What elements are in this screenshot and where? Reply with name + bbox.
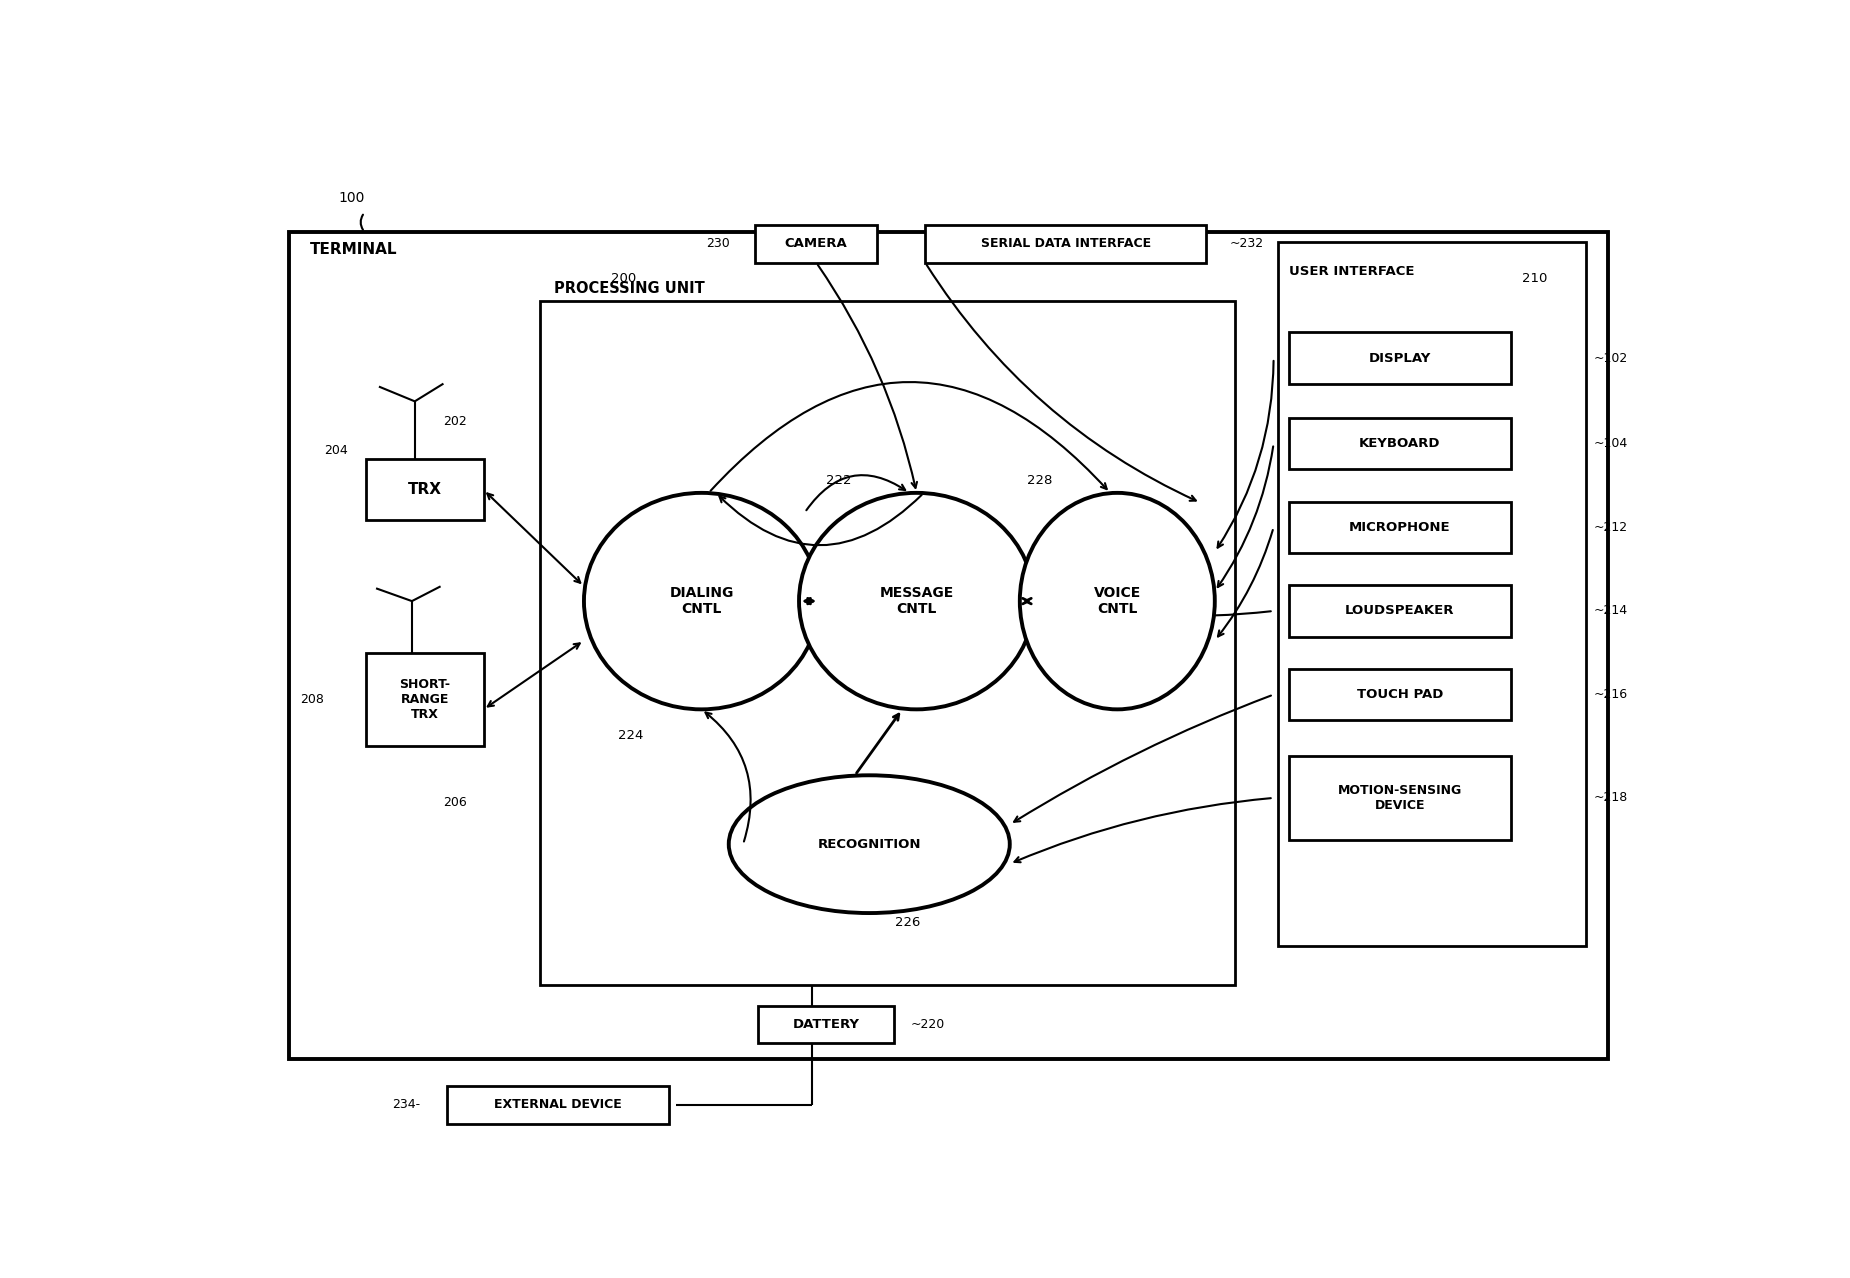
Bar xyxy=(366,653,483,746)
Bar xyxy=(925,225,1206,262)
Text: USER INTERFACE: USER INTERFACE xyxy=(1289,266,1415,279)
Text: 228: 228 xyxy=(1027,474,1053,487)
Text: KEYBOARD: KEYBOARD xyxy=(1360,437,1441,450)
Text: 226: 226 xyxy=(895,916,921,929)
Text: ~216: ~216 xyxy=(1593,688,1628,702)
Text: MOTION-SENSING
DEVICE: MOTION-SENSING DEVICE xyxy=(1338,783,1462,812)
Text: MESSAGE
CNTL: MESSAGE CNTL xyxy=(879,587,955,616)
Text: CAMERA: CAMERA xyxy=(784,238,847,250)
Text: DIALING
CNTL: DIALING CNTL xyxy=(670,587,734,616)
Text: PROCESSING UNIT: PROCESSING UNIT xyxy=(553,281,705,296)
Text: 222: 222 xyxy=(827,474,851,487)
Bar xyxy=(1289,668,1511,721)
Text: MICROPHONE: MICROPHONE xyxy=(1349,521,1450,534)
Text: 208: 208 xyxy=(300,693,324,705)
Text: TRX: TRX xyxy=(407,482,442,497)
Bar xyxy=(1289,418,1511,469)
Text: EXTERNAL DEVICE: EXTERNAL DEVICE xyxy=(494,1099,622,1112)
Text: 224: 224 xyxy=(618,730,644,743)
Bar xyxy=(366,459,483,520)
Text: ~102: ~102 xyxy=(1593,351,1628,364)
Text: ~220: ~220 xyxy=(910,1017,945,1031)
Ellipse shape xyxy=(585,493,820,709)
Text: ~232: ~232 xyxy=(1228,238,1264,250)
Text: 234-: 234- xyxy=(392,1099,420,1112)
Ellipse shape xyxy=(1019,493,1215,709)
Text: SERIAL DATA INTERFACE: SERIAL DATA INTERFACE xyxy=(980,238,1151,250)
Text: 204: 204 xyxy=(324,443,348,458)
Text: ~214: ~214 xyxy=(1593,604,1628,617)
Text: 200: 200 xyxy=(610,272,636,285)
Text: TOUCH PAD: TOUCH PAD xyxy=(1356,688,1443,702)
Bar xyxy=(1289,502,1511,553)
Text: 206: 206 xyxy=(444,796,468,809)
Bar xyxy=(1278,242,1585,946)
Bar xyxy=(758,1006,894,1043)
Bar xyxy=(755,225,877,262)
Text: 202: 202 xyxy=(444,414,468,428)
Text: SHORT-
RANGE
TRX: SHORT- RANGE TRX xyxy=(400,679,450,721)
Bar xyxy=(1289,332,1511,383)
Bar xyxy=(448,1086,670,1123)
Text: DATTERY: DATTERY xyxy=(794,1017,860,1031)
Bar xyxy=(289,233,1608,1058)
Text: ~212: ~212 xyxy=(1593,521,1628,534)
Text: DISPLAY: DISPLAY xyxy=(1369,351,1430,364)
Text: 100: 100 xyxy=(339,190,364,204)
Ellipse shape xyxy=(729,776,1010,912)
Ellipse shape xyxy=(799,493,1034,709)
Text: 230: 230 xyxy=(707,238,731,250)
Bar xyxy=(1289,585,1511,636)
Bar xyxy=(1289,757,1511,840)
Text: ~218: ~218 xyxy=(1593,791,1628,804)
Text: TERMINAL: TERMINAL xyxy=(311,242,398,257)
Text: RECOGNITION: RECOGNITION xyxy=(818,837,921,851)
Text: VOICE
CNTL: VOICE CNTL xyxy=(1093,587,1141,616)
Text: 210: 210 xyxy=(1521,272,1547,285)
Text: ~104: ~104 xyxy=(1593,437,1628,450)
Bar xyxy=(540,300,1236,985)
Text: LOUDSPEAKER: LOUDSPEAKER xyxy=(1345,604,1454,617)
